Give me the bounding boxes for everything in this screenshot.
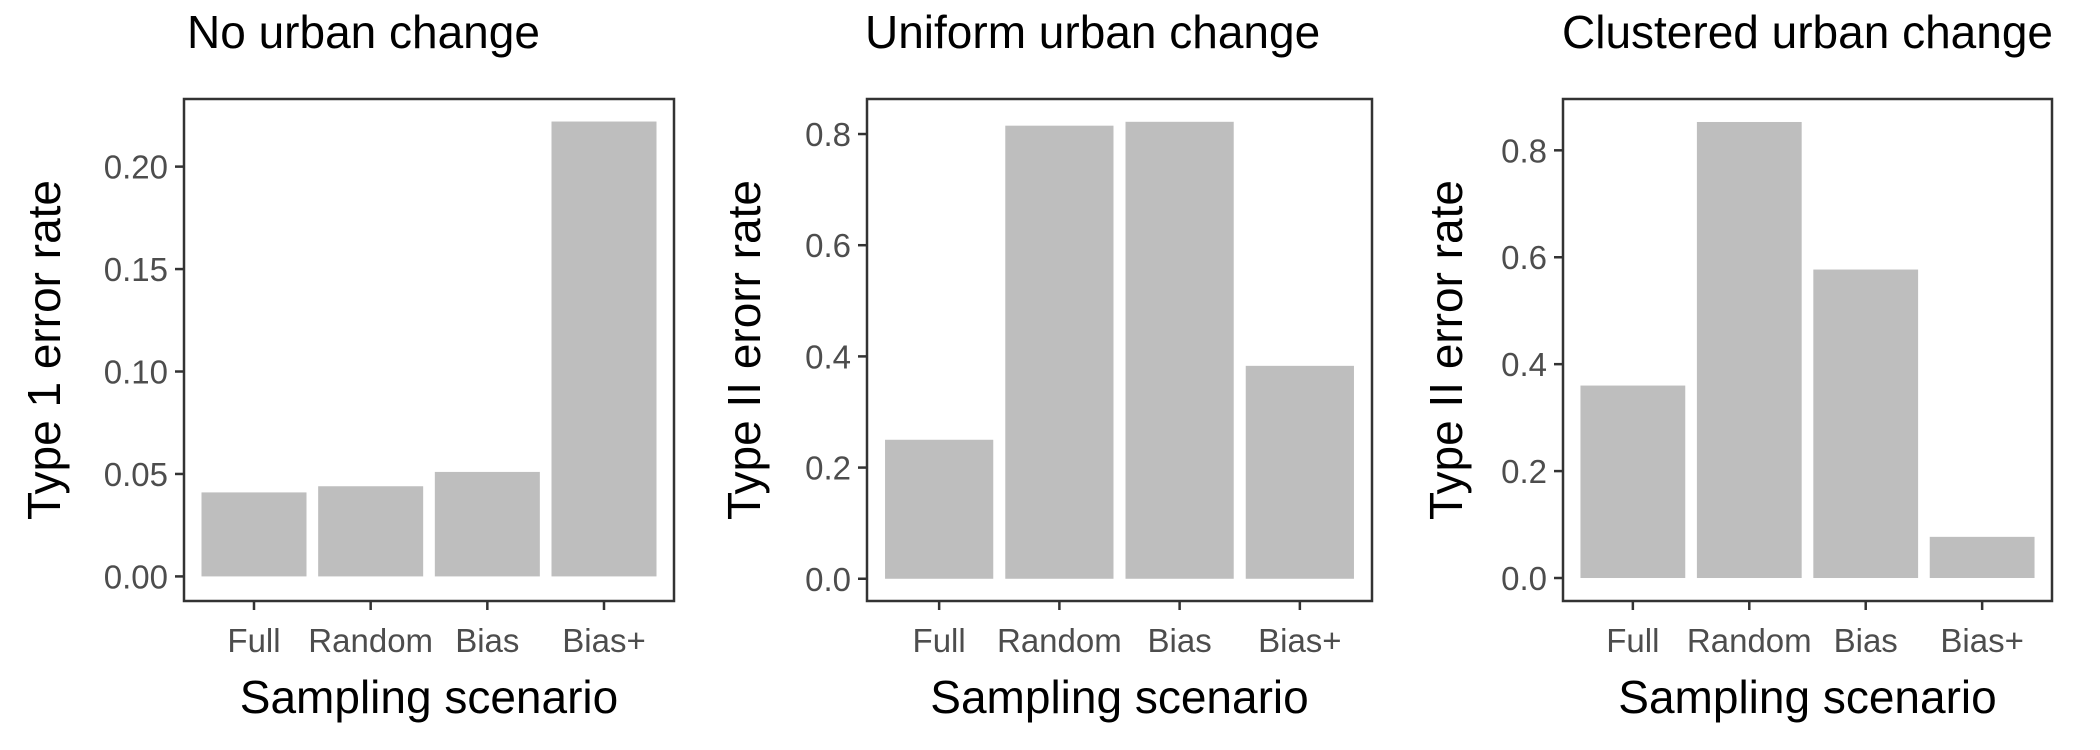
y-axis-label: Type 1 error rate (18, 180, 70, 520)
y-axis-label: Type II erorr rate (718, 180, 770, 520)
x-tick-label: Full (1606, 622, 1659, 659)
y-tick-label: 0.0 (805, 561, 851, 598)
y-tick-label: 0.6 (1501, 239, 1547, 276)
x-tick-label: Bias+ (1258, 622, 1341, 659)
y-tick-label: 0.10 (104, 354, 168, 391)
bar-bias-plus (551, 121, 657, 577)
y-tick-label: 0.0 (1501, 560, 1547, 597)
panel-frame (865, 97, 1374, 603)
y-tick-label: 0.15 (104, 251, 168, 288)
y-axis-label: Type II error rate (1420, 180, 1472, 520)
panel-1: No urban change 0.00 0.05 0.10 0.15 0.20 Full R… (18, 6, 676, 723)
y-tick-label: 0.4 (1501, 346, 1547, 383)
x-tick-label: Random (308, 622, 433, 659)
x-tick-label: Full (913, 622, 966, 659)
panel-frame (182, 97, 676, 603)
panel-title: No urban change (187, 6, 540, 58)
panel-3: Clustered urban change 0.0 0.2 0.4 0.6 0.8 Ful… (1420, 6, 2054, 723)
bar-random (1696, 121, 1802, 579)
x-tick-label: Random (997, 622, 1122, 659)
y-tick-label: 0.00 (104, 558, 168, 595)
x-axis-label: Sampling scenario (240, 671, 618, 723)
bar-bias-plus (1245, 365, 1354, 579)
x-tick-label: Bias+ (562, 622, 645, 659)
x-tick-label: Full (227, 622, 280, 659)
y-tick-label: 0.6 (805, 227, 851, 264)
bar-random (318, 486, 424, 577)
x-tick-label: Bias (455, 622, 519, 659)
x-axis-label: Sampling scenario (930, 671, 1308, 723)
panel-frame (1561, 97, 2054, 603)
y-tick-label: 0.05 (104, 456, 168, 493)
panel-2: Uniform urban change 0.0 0.2 0.4 0.6 0.8 Full R… (718, 6, 1374, 723)
bar-bias (434, 471, 540, 577)
bar-full (201, 492, 307, 577)
y-tick-label: 0.4 (805, 338, 851, 375)
x-axis-label: Sampling scenario (1618, 671, 1996, 723)
bar-full (1580, 385, 1686, 579)
bar-bias-plus (1929, 536, 2035, 579)
y-tick-label: 0.8 (805, 116, 851, 153)
bar-bias (1125, 121, 1234, 579)
bar-random (1005, 125, 1114, 579)
x-tick-label: Random (1687, 622, 1812, 659)
y-tick-label: 0.2 (805, 450, 851, 487)
x-tick-label: Bias (1834, 622, 1898, 659)
y-tick-label: 0.2 (1501, 453, 1547, 490)
y-tick-label: 0.20 (104, 149, 168, 186)
x-tick-label: Bias+ (1940, 622, 2023, 659)
panel-title: Uniform urban change (865, 6, 1320, 58)
bar-full (885, 439, 994, 579)
x-tick-label: Bias (1148, 622, 1212, 659)
y-tick-label: 0.8 (1501, 132, 1547, 169)
bar-bias (1813, 269, 1919, 579)
panel-title: Clustered urban change (1562, 6, 2053, 58)
